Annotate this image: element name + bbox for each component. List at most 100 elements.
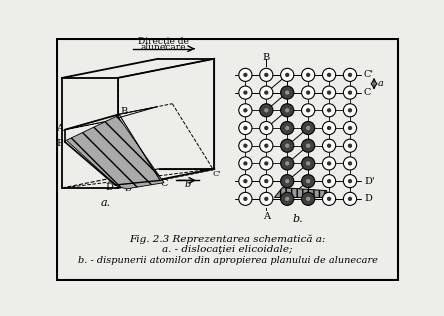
Text: alunecare: alunecare bbox=[140, 43, 186, 52]
Circle shape bbox=[281, 68, 294, 82]
Text: C: C bbox=[364, 88, 371, 97]
Circle shape bbox=[301, 86, 315, 99]
Circle shape bbox=[285, 73, 289, 77]
Circle shape bbox=[260, 121, 273, 135]
Circle shape bbox=[322, 139, 336, 152]
Circle shape bbox=[281, 121, 294, 135]
Circle shape bbox=[322, 68, 336, 82]
Circle shape bbox=[348, 73, 352, 77]
Circle shape bbox=[301, 175, 315, 188]
Circle shape bbox=[301, 121, 315, 135]
Circle shape bbox=[301, 104, 315, 117]
Circle shape bbox=[239, 157, 252, 170]
Circle shape bbox=[285, 197, 289, 201]
Text: C': C' bbox=[364, 70, 374, 79]
Circle shape bbox=[260, 68, 273, 82]
Text: B: B bbox=[120, 107, 127, 117]
Text: P: P bbox=[56, 139, 63, 148]
Text: b: b bbox=[184, 179, 190, 189]
Circle shape bbox=[322, 104, 336, 117]
Circle shape bbox=[348, 143, 352, 148]
Circle shape bbox=[348, 197, 352, 201]
Circle shape bbox=[243, 143, 248, 148]
Circle shape bbox=[281, 86, 294, 99]
Circle shape bbox=[306, 143, 310, 148]
Text: a: a bbox=[378, 79, 384, 88]
Circle shape bbox=[322, 175, 336, 188]
Circle shape bbox=[285, 143, 289, 148]
Circle shape bbox=[306, 161, 310, 166]
Circle shape bbox=[343, 121, 357, 135]
Circle shape bbox=[260, 192, 273, 205]
Circle shape bbox=[327, 73, 331, 77]
Circle shape bbox=[348, 90, 352, 95]
Circle shape bbox=[327, 179, 331, 183]
Circle shape bbox=[243, 108, 248, 112]
Circle shape bbox=[260, 104, 273, 117]
Text: C': C' bbox=[212, 170, 221, 178]
Circle shape bbox=[243, 73, 248, 77]
Polygon shape bbox=[65, 106, 158, 130]
Polygon shape bbox=[274, 188, 327, 198]
Circle shape bbox=[301, 68, 315, 82]
Circle shape bbox=[343, 68, 357, 82]
Circle shape bbox=[285, 126, 289, 130]
Circle shape bbox=[239, 68, 252, 82]
Text: B: B bbox=[263, 53, 270, 62]
Circle shape bbox=[264, 108, 269, 112]
Circle shape bbox=[343, 175, 357, 188]
Text: b.: b. bbox=[293, 214, 303, 224]
Circle shape bbox=[306, 197, 310, 201]
Text: P': P' bbox=[114, 130, 122, 137]
Circle shape bbox=[306, 90, 310, 95]
Circle shape bbox=[285, 108, 289, 112]
Circle shape bbox=[243, 161, 248, 166]
Circle shape bbox=[281, 104, 294, 117]
Circle shape bbox=[239, 175, 252, 188]
Text: C: C bbox=[160, 179, 168, 188]
Circle shape bbox=[264, 126, 269, 130]
Circle shape bbox=[348, 108, 352, 112]
Circle shape bbox=[260, 86, 273, 99]
Text: A: A bbox=[56, 125, 63, 133]
Circle shape bbox=[281, 139, 294, 152]
Circle shape bbox=[264, 179, 269, 183]
Circle shape bbox=[281, 192, 294, 205]
Text: D': D' bbox=[125, 185, 134, 193]
Circle shape bbox=[306, 108, 310, 112]
Circle shape bbox=[343, 86, 357, 99]
Circle shape bbox=[239, 104, 252, 117]
Circle shape bbox=[243, 179, 248, 183]
Circle shape bbox=[260, 175, 273, 188]
Circle shape bbox=[239, 121, 252, 135]
Circle shape bbox=[264, 161, 269, 166]
Text: Direcţie de: Direcţie de bbox=[138, 37, 189, 46]
Circle shape bbox=[322, 192, 336, 205]
Text: D: D bbox=[105, 183, 113, 192]
Circle shape bbox=[243, 126, 248, 130]
Circle shape bbox=[306, 126, 310, 130]
Circle shape bbox=[243, 197, 248, 201]
Circle shape bbox=[285, 161, 289, 166]
Circle shape bbox=[322, 86, 336, 99]
Circle shape bbox=[301, 192, 315, 205]
Circle shape bbox=[264, 143, 269, 148]
Circle shape bbox=[343, 192, 357, 205]
Text: A: A bbox=[263, 212, 270, 221]
Circle shape bbox=[264, 197, 269, 201]
Circle shape bbox=[343, 157, 357, 170]
Circle shape bbox=[239, 192, 252, 205]
Circle shape bbox=[285, 90, 289, 95]
Text: a.: a. bbox=[101, 198, 111, 208]
Text: Fig. 2.3 Reprezentarea schematică a:: Fig. 2.3 Reprezentarea schematică a: bbox=[129, 234, 326, 244]
Circle shape bbox=[327, 90, 331, 95]
Circle shape bbox=[281, 175, 294, 188]
Circle shape bbox=[285, 179, 289, 183]
Circle shape bbox=[260, 139, 273, 152]
Circle shape bbox=[239, 139, 252, 152]
Polygon shape bbox=[66, 116, 164, 189]
Circle shape bbox=[327, 108, 331, 112]
Circle shape bbox=[343, 139, 357, 152]
Circle shape bbox=[327, 126, 331, 130]
Circle shape bbox=[264, 90, 269, 95]
